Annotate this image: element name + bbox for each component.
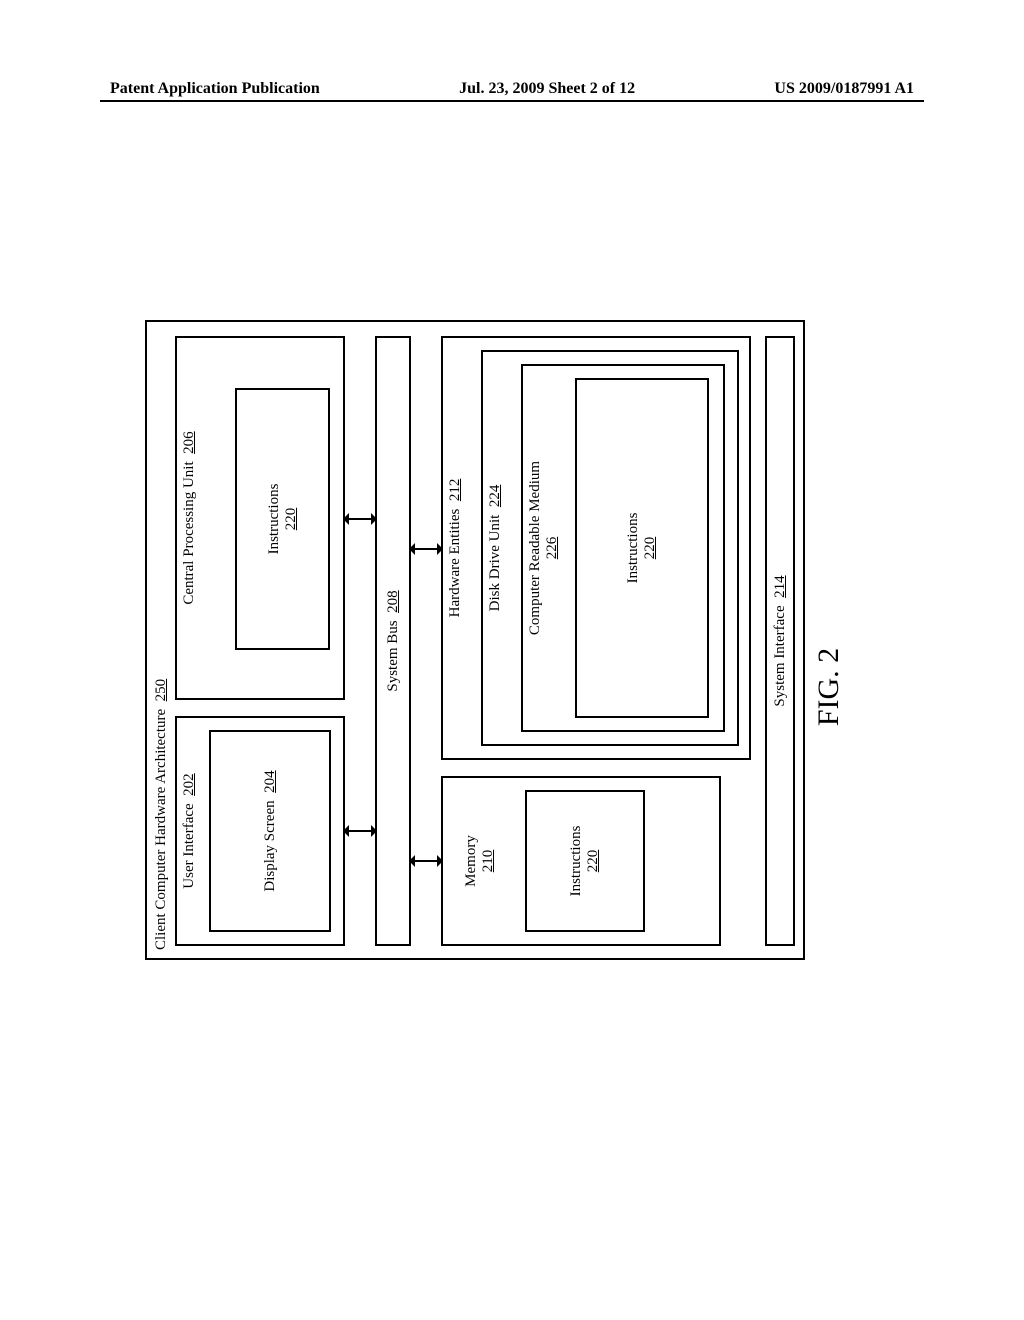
figure-label: FIG. 2 bbox=[812, 648, 846, 726]
cpu-instr-ref: 220 bbox=[283, 508, 300, 531]
arrow-bus-memory bbox=[413, 860, 439, 862]
arrow-bus-hwent bbox=[413, 548, 439, 550]
box-system-interface: System Interface 214 bbox=[765, 336, 795, 946]
cpu-label: Central Processing Unit 206 bbox=[181, 431, 198, 604]
crm-instr-ref: 220 bbox=[642, 537, 659, 560]
cpu-instr-label: Instructions bbox=[266, 484, 283, 555]
header-rule bbox=[100, 100, 924, 102]
arrow-ui-bus bbox=[347, 830, 373, 832]
ddu-label: Disk Drive Unit 224 bbox=[487, 485, 504, 612]
arrow-cpu-bus bbox=[347, 518, 373, 520]
hw-ent-label: Hardware Entities 212 bbox=[447, 479, 464, 618]
box-memory-instructions: Instructions 220 bbox=[525, 790, 645, 932]
diagram: Client Computer Hardware Architecture 25… bbox=[145, 320, 805, 960]
header-left: Patent Application Publication bbox=[110, 80, 320, 98]
outer-label: Client Computer Hardware Architecture 25… bbox=[153, 679, 170, 950]
page-header: Patent Application Publication Jul. 23, … bbox=[0, 80, 1024, 98]
mem-instr-label: Instructions bbox=[568, 826, 585, 897]
header-right: US 2009/0187991 A1 bbox=[774, 80, 914, 98]
ui-label: User Interface 202 bbox=[181, 773, 198, 888]
crm-label: Computer Readable Medium bbox=[527, 461, 544, 635]
sysif-label: System Interface 214 bbox=[772, 575, 789, 706]
box-cpu-instructions: Instructions 220 bbox=[235, 388, 330, 650]
box-crm-instructions: Instructions 220 bbox=[575, 378, 709, 718]
box-display-screen: Display Screen 204 bbox=[209, 730, 331, 932]
mem-instr-ref: 220 bbox=[585, 850, 602, 873]
crm-ref: 226 bbox=[544, 537, 561, 560]
bus-label: System Bus 208 bbox=[385, 590, 402, 691]
crm-instr-label: Instructions bbox=[625, 513, 642, 584]
header-center: Jul. 23, 2009 Sheet 2 of 12 bbox=[459, 80, 635, 98]
memory-label: Memory bbox=[463, 835, 480, 887]
memory-ref: 210 bbox=[480, 850, 497, 873]
display-label: Display Screen 204 bbox=[262, 770, 279, 891]
